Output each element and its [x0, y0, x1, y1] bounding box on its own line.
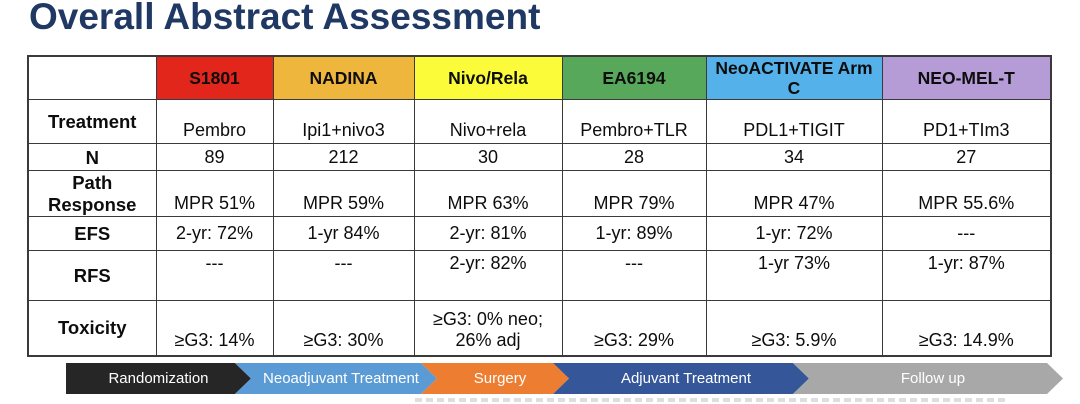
- trial-phase-timeline: Randomization Neoadjuvant Treatment Surger…: [66, 363, 1063, 394]
- cell-path-response-nadina: MPR 59%: [272, 170, 415, 218]
- cell-rfs-neo-mel-t: 1-yr: 87%: [881, 250, 1052, 302]
- table-body: Treatment Pembro Ipi1+nivo3 Nivo+rela Pembro…: [27, 99, 1052, 357]
- cell-n-neo-mel-t: 27: [881, 143, 1052, 172]
- table-row-treatment: Treatment Pembro Ipi1+nivo3 Nivo+rela Pembro…: [27, 99, 1052, 145]
- cell-treatment-ea6194: Pembro+TLR: [561, 99, 707, 145]
- timeline-step-label: Randomization: [108, 370, 209, 387]
- timeline-step-label: Adjuvant Treatment: [620, 370, 752, 387]
- column-header-neo-mel-t: NEO-MEL-T: [881, 55, 1052, 101]
- cell-efs-neo-mel-t: ---: [881, 216, 1052, 252]
- cell-rfs-nadina: ---: [272, 250, 415, 302]
- row-label-treatment: Treatment: [27, 99, 157, 145]
- row-label-n: N: [27, 143, 157, 172]
- cell-toxicity-nivo-rela: ≥G3: 0% neo; 26% adj: [413, 300, 563, 357]
- row-label-rfs: RFS: [27, 250, 157, 302]
- row-label-toxicity: Toxicity: [27, 300, 157, 357]
- cell-n-s1801: 89: [155, 143, 274, 172]
- cell-toxicity-neoactivate-arm-c: ≥G3: 5.9%: [705, 300, 883, 357]
- abstract-assessment-table: S1801 NADINA Nivo/Rela EA6194 NeoACTIVATE Ar…: [27, 55, 1052, 357]
- cell-rfs-s1801: ---: [155, 250, 274, 302]
- timeline-step-label: Surgery: [473, 370, 527, 387]
- cell-n-neoactivate-arm-c: 34: [705, 143, 883, 172]
- timeline-step-label: Follow up: [900, 370, 966, 387]
- page-title: Overall Abstract Assessment: [29, 0, 541, 37]
- cell-path-response-nivo-rela: MPR 63%: [413, 170, 563, 218]
- row-label-efs: EFS: [27, 216, 157, 252]
- cell-treatment-nadina: Ipi1+nivo3: [272, 99, 415, 145]
- cell-efs-neoactivate-arm-c: 1-yr: 72%: [705, 216, 883, 252]
- column-header-neoactivate-arm-c: NeoACTIVATE Arm C: [705, 55, 883, 101]
- cell-toxicity-s1801: ≥G3: 14%: [155, 300, 274, 357]
- header-row: S1801 NADINA Nivo/Rela EA6194 NeoACTIVATE Ar…: [27, 55, 1052, 101]
- column-header-nadina: NADINA: [272, 55, 415, 101]
- cell-path-response-neo-mel-t: MPR 55.6%: [881, 170, 1052, 218]
- cell-rfs-nivo-rela: 2-yr: 82%: [413, 250, 563, 302]
- cell-toxicity-nadina: ≥G3: 30%: [272, 300, 415, 357]
- table-row-path-response: Path Response MPR 51% MPR 59% MPR 63% MPR 79…: [27, 170, 1052, 218]
- cell-rfs-neoactivate-arm-c: 1-yr 73%: [705, 250, 883, 302]
- cell-rfs-ea6194: ---: [561, 250, 707, 302]
- cell-efs-nivo-rela: 2-yr: 81%: [413, 216, 563, 252]
- cell-treatment-neoactivate-arm-c: PDL1+TIGIT: [705, 99, 883, 145]
- column-header-s1801: S1801: [155, 55, 274, 101]
- column-header-nivo-rela: Nivo/Rela: [413, 55, 563, 101]
- cell-efs-nadina: 1-yr 84%: [272, 216, 415, 252]
- timeline-step-adjuvant-treatment: Adjuvant Treatment: [553, 363, 809, 394]
- corner-cell: [27, 55, 157, 101]
- timeline-step-randomization: Randomization: [66, 363, 251, 394]
- timeline-step-follow-up: Follow up: [793, 363, 1063, 394]
- cell-path-response-neoactivate-arm-c: MPR 47%: [705, 170, 883, 218]
- cell-path-response-ea6194: MPR 79%: [561, 170, 707, 218]
- cell-n-nadina: 212: [272, 143, 415, 172]
- timeline-step-neoadjuvant-treatment: Neoadjuvant Treatment: [235, 363, 437, 394]
- cell-path-response-s1801: MPR 51%: [155, 170, 274, 218]
- cell-treatment-s1801: Pembro: [155, 99, 274, 145]
- table-row-rfs: RFS --- --- 2-yr: 82% --- 1-yr 73% 1-yr: 87%: [27, 250, 1052, 302]
- table-row-efs: EFS 2-yr: 72% 1-yr 84% 2-yr: 81% 1-yr: 89% 1-…: [27, 216, 1052, 252]
- timeline-step-surgery: Surgery: [421, 363, 569, 394]
- table-row-toxicity: Toxicity ≥G3: 14% ≥G3: 30% ≥G3: 0% neo; 26%…: [27, 300, 1052, 357]
- cell-n-nivo-rela: 30: [413, 143, 563, 172]
- cell-treatment-nivo-rela: Nivo+rela: [413, 99, 563, 145]
- row-label-path-response: Path Response: [27, 170, 157, 218]
- timeline-step-label: Neoadjuvant Treatment: [263, 370, 419, 387]
- table-row-n: N 89 212 30 28 34 27: [27, 143, 1052, 172]
- cell-n-ea6194: 28: [561, 143, 707, 172]
- cell-treatment-neo-mel-t: PD1+TIm3: [881, 99, 1052, 145]
- cell-efs-s1801: 2-yr: 72%: [155, 216, 274, 252]
- cell-toxicity-neo-mel-t: ≥G3: 14.9%: [881, 300, 1052, 357]
- cell-toxicity-ea6194: ≥G3: 29%: [561, 300, 707, 357]
- cell-efs-ea6194: 1-yr: 89%: [561, 216, 707, 252]
- cropped-text-remnant: [415, 398, 1005, 402]
- column-header-ea6194: EA6194: [561, 55, 707, 101]
